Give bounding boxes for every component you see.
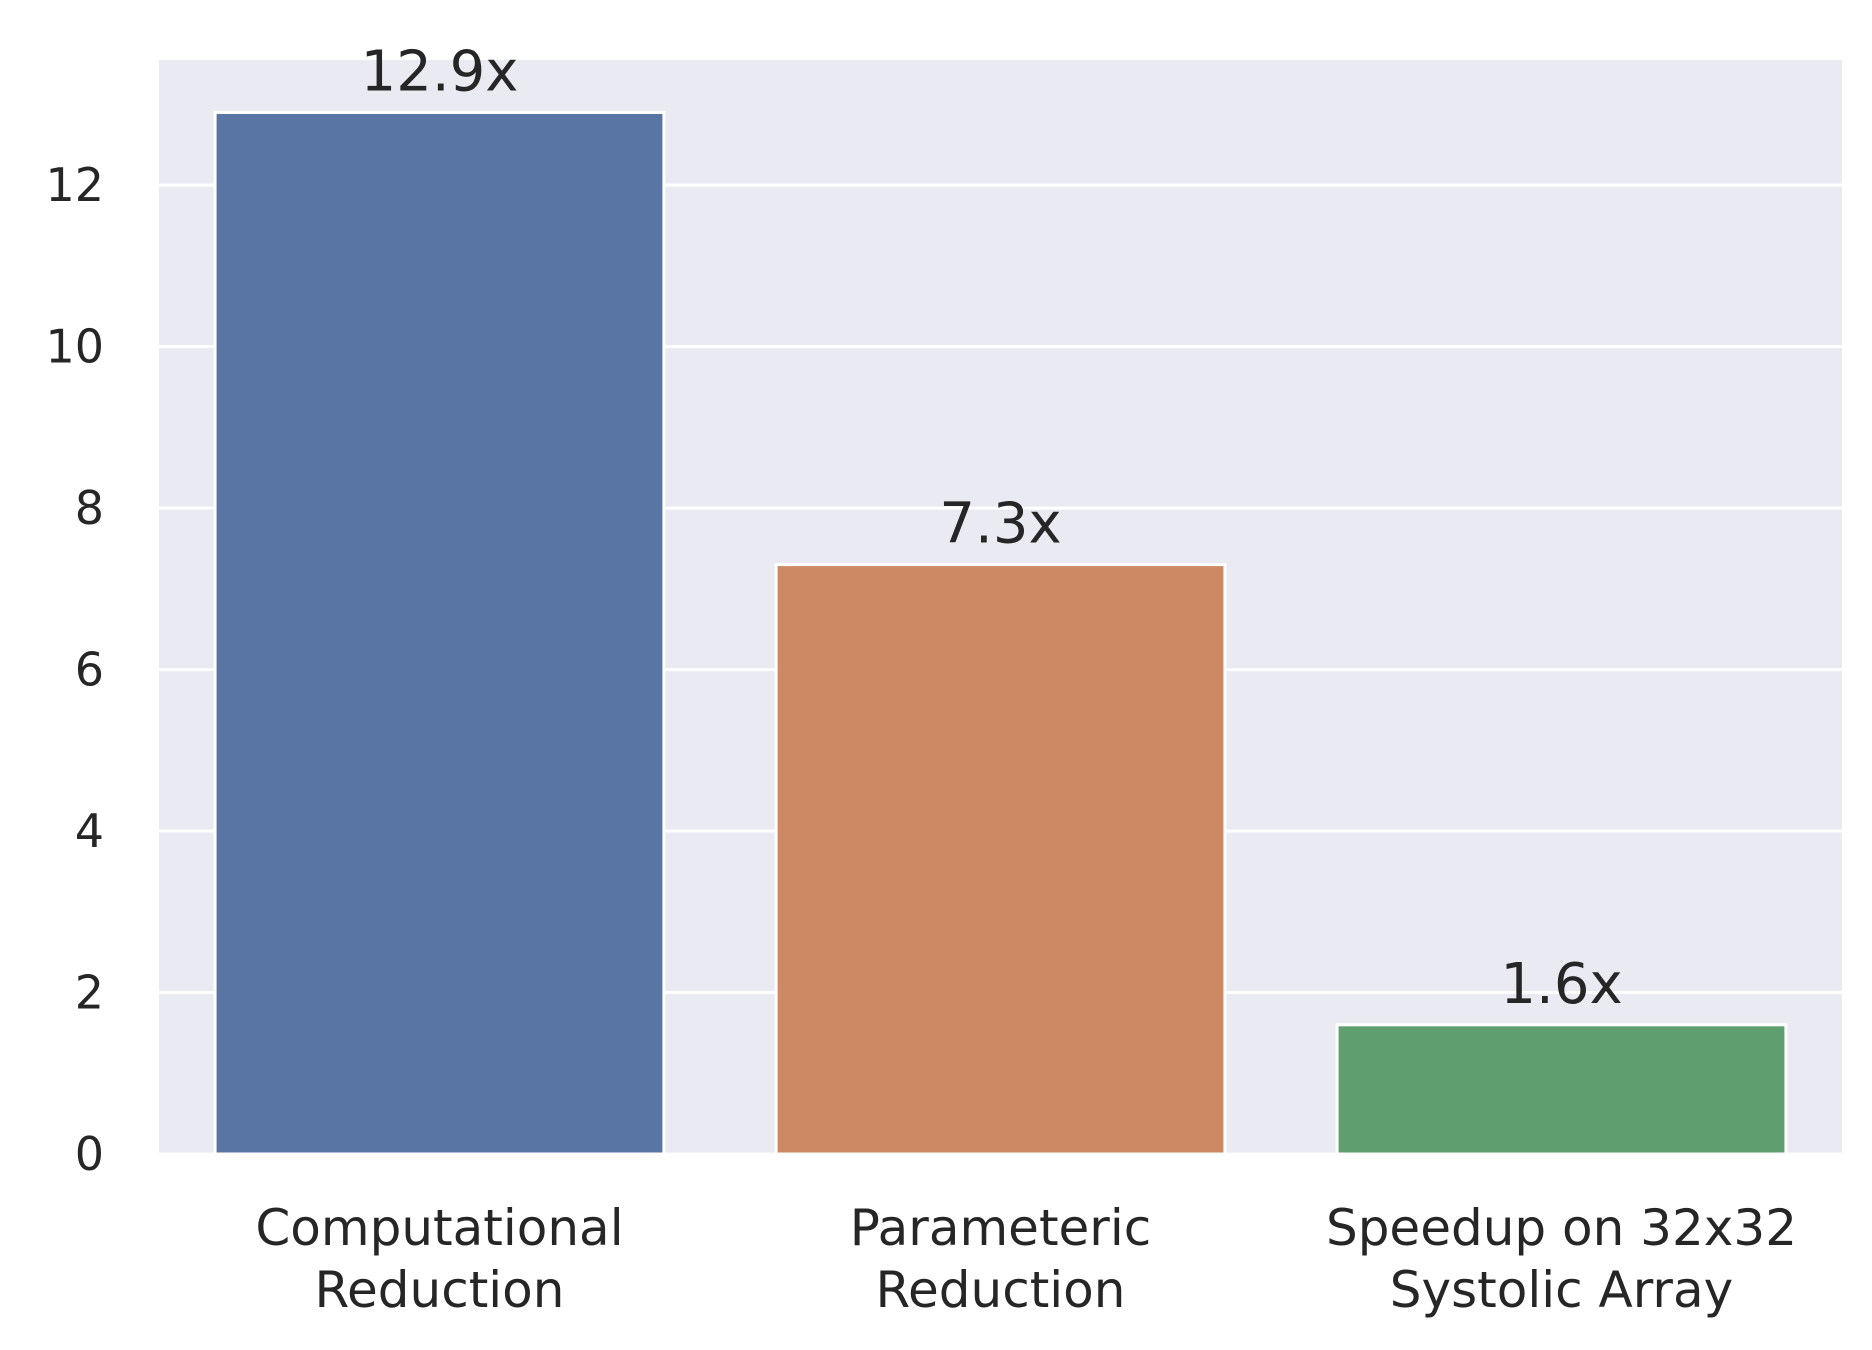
y-tick-label: 2 [75,966,104,1020]
bar [213,110,666,1156]
x-axis-ticks: Computational Reduction Parameteric Reducti… [255,1199,1797,1319]
y-tick-label: 8 [75,481,104,535]
y-tick-label: 6 [75,643,104,697]
y-tick-label: 0 [75,1127,104,1181]
bars [213,110,1788,1156]
x-tick-label: Speedup on 32x32 Systolic Array [1326,1199,1797,1319]
data-label: 12.9x [361,39,519,104]
y-tick-label: 10 [45,320,104,374]
data-labels: 12.9x 7.3x 1.6x [361,39,1623,1016]
y-axis-ticks: 0 2 4 6 8 10 12 [45,158,104,1181]
data-label: 1.6x [1500,952,1622,1017]
bar [1335,1023,1788,1156]
bar [774,563,1227,1156]
y-tick-label: 12 [45,158,104,212]
x-tick-label: Parameteric Reduction [850,1199,1152,1319]
y-tick-label: 4 [75,804,104,858]
x-tick-label: Computational Reduction [255,1199,623,1319]
data-label: 7.3x [939,492,1061,557]
